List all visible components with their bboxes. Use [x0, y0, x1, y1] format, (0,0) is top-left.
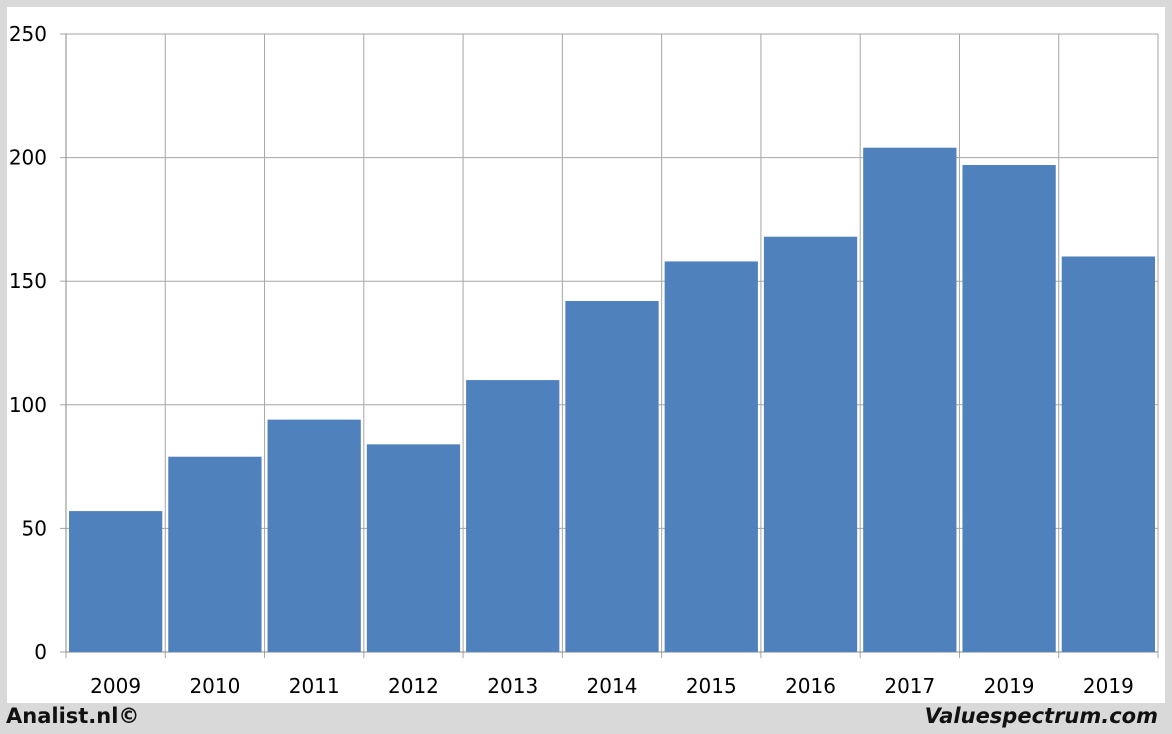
- x-tick-label: 2011: [289, 674, 340, 698]
- bar: [763, 236, 858, 653]
- x-tick-label: 2016: [785, 674, 836, 698]
- y-tick-label: 250: [9, 22, 47, 46]
- y-tick-label: 200: [9, 146, 47, 170]
- y-tick-label: 150: [9, 269, 47, 293]
- x-tick-label: 2014: [587, 674, 638, 698]
- bar: [69, 511, 163, 652]
- bar: [267, 419, 361, 652]
- analist-watermark: Analist.nl©: [6, 704, 140, 728]
- bar: [466, 380, 560, 652]
- bar: [565, 300, 659, 652]
- x-tick-label: 2009: [90, 674, 141, 698]
- x-tick-label: 2013: [487, 674, 538, 698]
- bar: [168, 456, 262, 652]
- bar: [962, 165, 1056, 653]
- x-tick-label: 2019: [1083, 674, 1134, 698]
- x-tick-label: 2010: [189, 674, 240, 698]
- x-tick-label: 2012: [388, 674, 439, 698]
- bar: [664, 261, 758, 652]
- x-tick-label: 2015: [686, 674, 737, 698]
- y-tick-label: 0: [34, 640, 47, 664]
- y-tick-label: 50: [22, 516, 47, 540]
- bar: [1061, 256, 1155, 652]
- bar: [366, 444, 461, 652]
- y-tick-label: 100: [9, 393, 47, 417]
- x-tick-label: 2017: [884, 674, 935, 698]
- bar: [863, 147, 957, 652]
- bar-chart: 0 50 100 150 200 250 2009 2010 2011 2012 2013 2014 2…: [9, 22, 1159, 698]
- chart-frame: 0 50 100 150 200 250 2009 2010 2011 2012 2013 2014 2…: [7, 7, 1165, 703]
- x-tick-label: 2019: [984, 674, 1035, 698]
- valuespectrum-watermark: Valuespectrum.com: [924, 704, 1158, 728]
